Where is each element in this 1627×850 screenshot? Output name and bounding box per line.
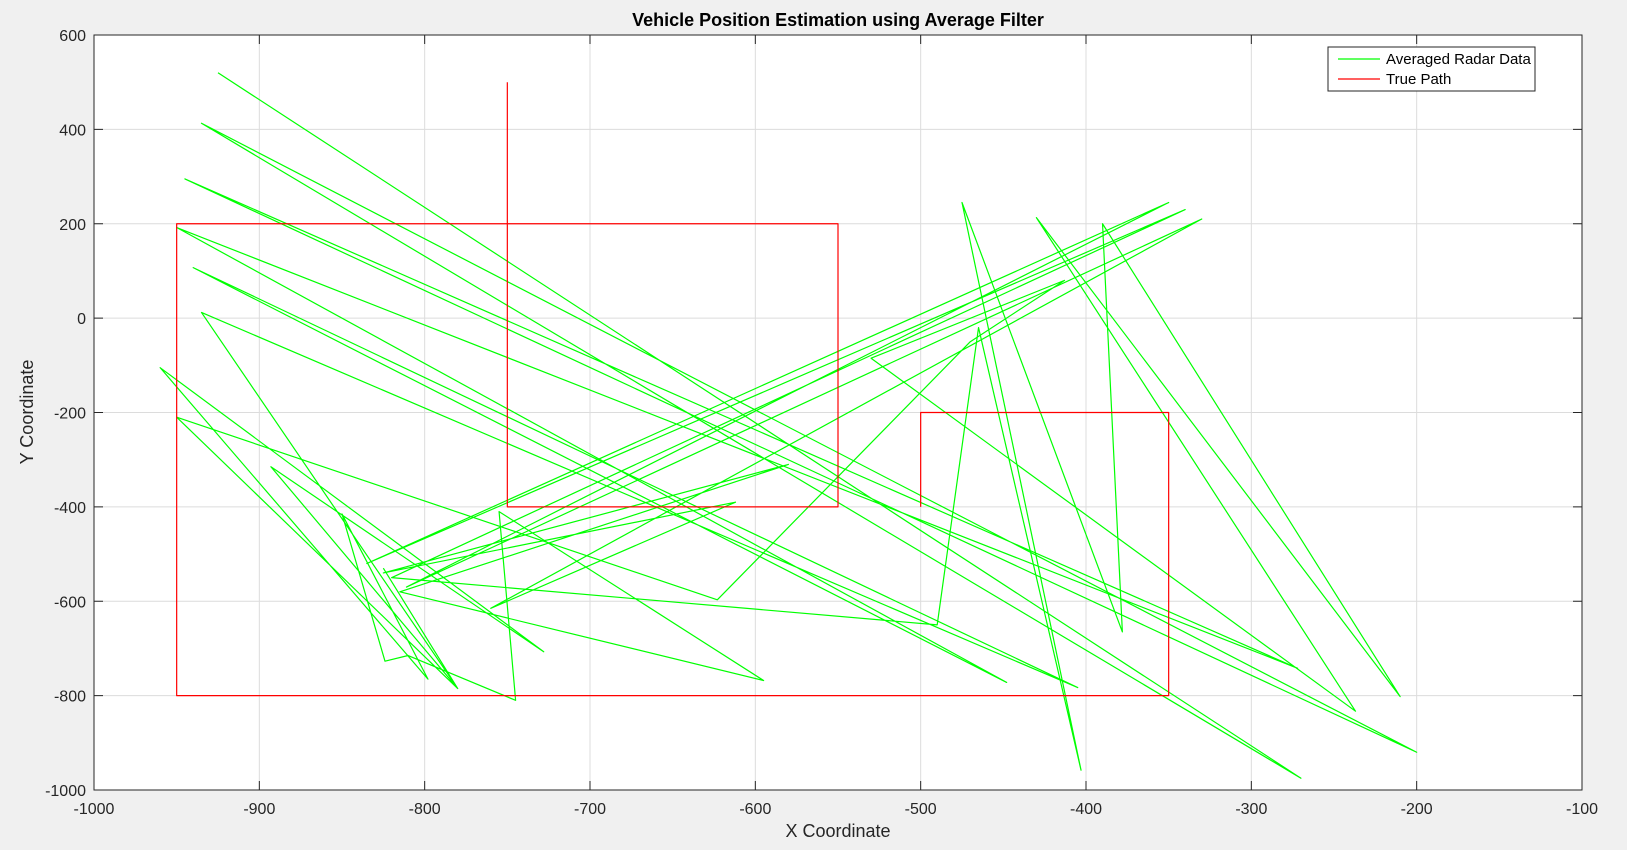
x-tick-label: -700 [574, 801, 606, 818]
series-line-averaged-radar-data [159, 72, 1418, 779]
series-line-true-path [176, 82, 1170, 697]
x-tick-label: -400 [1070, 801, 1102, 818]
series-layer [159, 72, 1418, 779]
y-tick-labels: -1000 -800 -600 -400 -200 0 200 400 600 [45, 28, 86, 800]
x-tick-label: -900 [243, 801, 275, 818]
y-tick-label: 600 [59, 28, 86, 45]
x-tick-label: -500 [905, 801, 937, 818]
y-tick-label: 200 [59, 217, 86, 234]
y-tick-label: 400 [59, 122, 86, 139]
x-tick-label: -300 [1235, 801, 1267, 818]
x-tick-label: -1000 [74, 801, 115, 818]
y-tick-label: -800 [54, 689, 86, 706]
legend-label-averaged-radar-data: Averaged Radar Data [1386, 51, 1531, 68]
x-tick-labels: -1000 -900 -800 -700 -600 -500 -400 -300 -200 -10… [74, 801, 1599, 818]
y-tick-label: -1000 [45, 783, 86, 800]
x-tick-label: -600 [739, 801, 771, 818]
y-tick-label: -600 [54, 594, 86, 611]
legend: Averaged Radar Data True Path [1327, 46, 1536, 92]
x-tick-label: -800 [409, 801, 441, 818]
ticks [93, 34, 1583, 791]
legend-label-true-path: True Path [1386, 71, 1451, 88]
chart-title: Vehicle Position Estimation using Averag… [632, 10, 1044, 30]
y-axis-label: Y Coordinate [17, 360, 37, 465]
x-tick-label: -200 [1401, 801, 1433, 818]
y-tick-label: -200 [54, 406, 86, 423]
x-axis-label: X Coordinate [785, 821, 890, 841]
y-tick-label: -400 [54, 500, 86, 517]
x-tick-label: -100 [1566, 801, 1598, 818]
legend-box [1327, 46, 1536, 92]
y-tick-label: 0 [77, 311, 86, 328]
